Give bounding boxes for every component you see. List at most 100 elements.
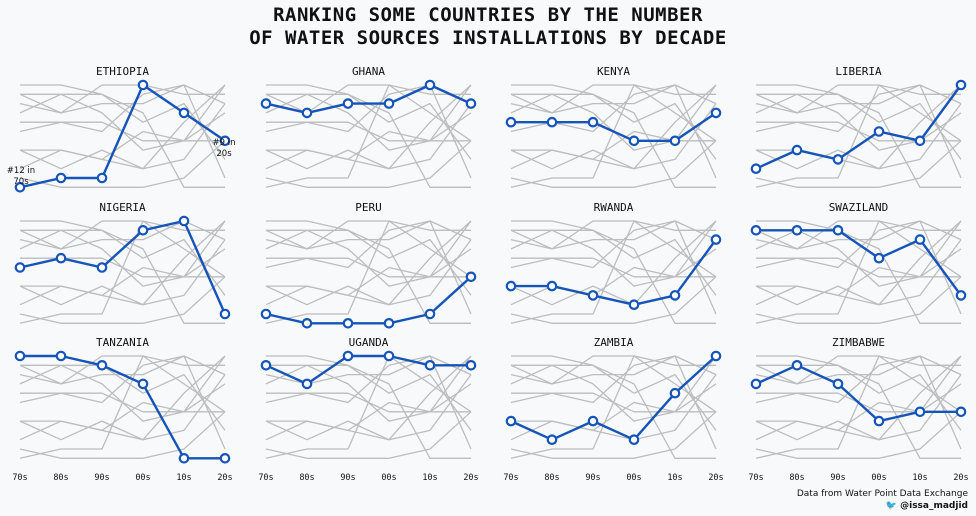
highlight-line-ghana xyxy=(265,83,472,115)
background-line-tanzania xyxy=(20,220,225,324)
data-point-10s xyxy=(669,135,681,147)
panel-swaziland: SWAZILAND xyxy=(750,201,967,324)
x-tick-label: 80s xyxy=(299,473,314,483)
highlight-line-zimbabwe xyxy=(755,364,961,423)
background-line-rwanda xyxy=(20,239,226,306)
highlight-line-liberia xyxy=(755,84,962,170)
background-line-tanzania xyxy=(756,84,961,188)
background-line-nigeria xyxy=(265,355,472,450)
data-point-90s xyxy=(342,98,354,109)
data-point-20s xyxy=(219,135,231,147)
data-point-90s xyxy=(587,290,599,301)
background-line-uganda xyxy=(19,220,225,250)
panel-ghana: GHANA xyxy=(260,65,477,188)
x-tick-label: 90s xyxy=(830,473,845,483)
background-line-ethiopia xyxy=(265,355,472,459)
background-line-zimbabwe xyxy=(755,93,961,151)
data-point-10s xyxy=(424,308,436,320)
background-line-tanzania xyxy=(266,220,471,324)
x-tick-label: 20s xyxy=(463,473,478,483)
background-line-ethiopia xyxy=(19,220,226,324)
background-line-rwanda xyxy=(511,374,717,441)
data-point-90s xyxy=(96,359,108,371)
background-line-liberia xyxy=(510,84,717,170)
data-point-70s xyxy=(14,350,26,362)
background-line-swaziland xyxy=(20,229,226,296)
background-line-tanzania xyxy=(20,84,225,188)
x-tick-label: 00s xyxy=(871,473,886,483)
background-line-liberia xyxy=(19,355,226,441)
background-line-swaziland xyxy=(511,93,717,160)
data-point-20s xyxy=(955,290,967,301)
data-point-70s xyxy=(750,163,762,174)
highlight-line-peru xyxy=(265,275,472,325)
background-line-liberia xyxy=(19,84,226,170)
background-line-peru xyxy=(265,411,472,459)
x-tick-label: 10s xyxy=(422,473,437,483)
data-point-10s xyxy=(914,406,926,418)
data-point-00s xyxy=(383,350,395,362)
background-line-swaziland xyxy=(756,93,962,160)
background-line-nigeria xyxy=(755,220,962,315)
background-line-rwanda xyxy=(266,103,472,170)
data-point-10s xyxy=(178,215,190,227)
data-point-00s xyxy=(137,225,149,236)
background-line-tanzania xyxy=(266,355,471,459)
background-line-swaziland xyxy=(266,93,472,160)
author-credit: 🐦 @issa_madjid xyxy=(886,501,968,511)
data-point-80s xyxy=(301,107,313,119)
x-tick-label: 70s xyxy=(748,473,763,483)
data-point-00s xyxy=(383,98,395,109)
data-point-10s xyxy=(914,135,926,147)
background-line-ethiopia xyxy=(755,355,962,459)
panel-title: ZAMBIA xyxy=(594,336,634,349)
x-tick-label: 70s xyxy=(12,473,27,483)
panel-kenya: KENYA xyxy=(505,65,722,188)
background-line-ethiopia xyxy=(755,84,962,188)
x-tick-label: 10s xyxy=(176,473,191,483)
data-point-10s xyxy=(424,359,436,371)
background-line-zimbabwe xyxy=(265,93,471,151)
background-line-zambia xyxy=(755,84,962,170)
data-point-20s xyxy=(955,406,967,418)
background-line-nigeria xyxy=(755,355,962,450)
background-line-rwanda xyxy=(266,239,472,306)
x-tick-label: 80s xyxy=(544,473,559,483)
background-line-uganda xyxy=(755,355,961,385)
background-line-rwanda xyxy=(756,239,962,306)
data-point-10s xyxy=(424,79,436,91)
background-line-zambia xyxy=(755,220,962,306)
chart-title-line-2: OF WATER SOURCES INSTALLATIONS BY DECADE xyxy=(249,27,727,49)
x-tick-label: 20s xyxy=(217,473,232,483)
data-source-note: Data from Water Point Data Exchange xyxy=(796,489,968,499)
data-point-20s xyxy=(710,107,722,119)
data-point-00s xyxy=(873,252,885,264)
highlight-line-nigeria xyxy=(19,219,227,315)
data-point-80s xyxy=(55,172,67,184)
background-line-swaziland xyxy=(266,229,472,296)
panel-uganda: UGANDA 70s 80s 90s 00s 10s 20s xyxy=(258,336,478,483)
x-tick-label: 90s xyxy=(340,473,355,483)
background-line-liberia xyxy=(510,355,717,441)
data-point-80s xyxy=(55,350,67,362)
data-point-90s xyxy=(832,378,844,390)
panel-title: LIBERIA xyxy=(835,65,882,78)
highlight-line-zambia xyxy=(510,355,717,441)
background-line-uganda xyxy=(755,220,961,250)
x-tick-label: 10s xyxy=(912,473,927,483)
background-line-peru xyxy=(510,411,717,459)
background-line-ethiopia xyxy=(265,220,472,324)
data-point-90s xyxy=(832,154,844,165)
background-line-ethiopia xyxy=(510,84,717,188)
data-point-10s xyxy=(914,234,926,245)
background-line-rwanda xyxy=(756,103,962,170)
panel-title: UGANDA xyxy=(349,336,389,349)
panel-title: NIGERIA xyxy=(99,201,146,214)
data-point-20s xyxy=(955,79,967,91)
background-line-peru xyxy=(755,276,962,324)
data-point-00s xyxy=(873,415,885,427)
background-line-ethiopia xyxy=(510,220,717,324)
chart-title-line-1: RANKING SOME COUNTRIES BY THE NUMBER xyxy=(273,4,703,26)
background-line-ethiopia xyxy=(265,84,472,188)
data-point-20s xyxy=(219,452,231,464)
